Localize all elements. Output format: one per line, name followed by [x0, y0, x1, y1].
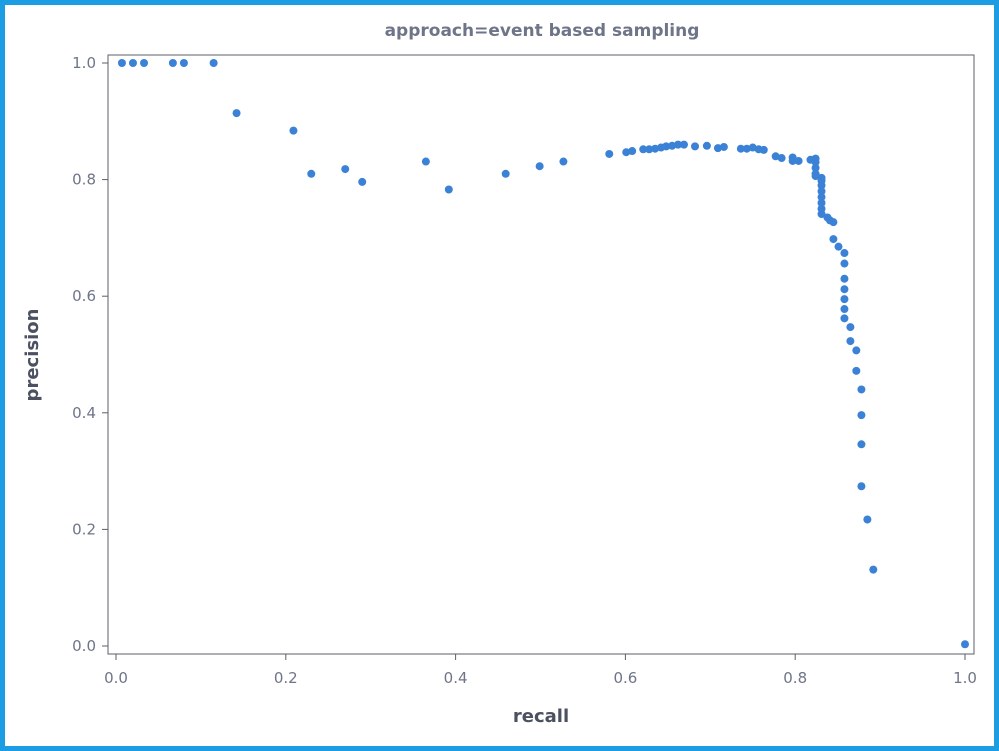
- data-point: [605, 149, 614, 158]
- chart-title: approach=event based sampling: [385, 21, 700, 41]
- data-point: [168, 59, 177, 67]
- data-point: [742, 144, 751, 153]
- data-point: [961, 640, 969, 649]
- data-point: [719, 142, 728, 151]
- data-point: [628, 147, 637, 156]
- data-point: [811, 158, 820, 167]
- y-axis-title: precision: [22, 309, 43, 402]
- data-point: [289, 126, 298, 135]
- x-axis-title: recall: [513, 706, 569, 727]
- data-point: [857, 411, 866, 420]
- data-point: [840, 314, 849, 323]
- data-points: [117, 59, 969, 649]
- data-point: [179, 59, 188, 67]
- y-tick-label: 0.8: [72, 171, 96, 189]
- data-point: [817, 181, 826, 190]
- data-point: [341, 165, 350, 174]
- y-tick-label: 1.0: [72, 54, 96, 72]
- data-point: [834, 242, 843, 251]
- x-tick-label: 1.0: [953, 669, 977, 687]
- data-point: [691, 142, 700, 151]
- data-point: [679, 140, 688, 149]
- plot-area-border: [107, 54, 975, 655]
- data-point: [421, 157, 430, 166]
- data-point: [829, 218, 838, 227]
- x-axis: 0.0 0.2 0.4 0.6 0.8 1.0: [104, 654, 977, 687]
- data-point: [777, 154, 786, 163]
- data-point: [857, 385, 866, 394]
- x-tick-label: 0.4: [444, 669, 468, 687]
- data-point: [857, 440, 866, 449]
- data-point: [794, 156, 803, 165]
- data-point: [117, 59, 126, 67]
- data-point: [140, 59, 149, 67]
- y-tick-label: 0.2: [72, 520, 96, 538]
- data-point: [559, 157, 568, 166]
- data-point: [713, 144, 722, 153]
- data-point: [736, 144, 745, 153]
- x-tick-label: 0.6: [613, 669, 637, 687]
- data-point: [817, 198, 826, 207]
- data-point: [863, 515, 872, 524]
- data-point: [846, 337, 855, 346]
- data-point: [232, 109, 241, 118]
- x-tick-label: 0.2: [274, 669, 298, 687]
- data-point: [668, 141, 677, 150]
- data-point: [535, 162, 544, 171]
- data-point: [840, 274, 849, 283]
- y-tick-label: 0.6: [72, 287, 96, 305]
- data-point: [622, 148, 631, 157]
- y-tick-label: 0.0: [72, 637, 96, 655]
- data-point: [869, 565, 878, 574]
- y-tick-label: 0.4: [72, 404, 96, 422]
- data-point: [662, 142, 671, 151]
- data-point: [857, 482, 866, 491]
- data-point: [759, 145, 768, 154]
- data-point: [840, 249, 849, 258]
- data-point: [501, 169, 510, 178]
- data-point: [651, 144, 660, 153]
- x-tick-label: 0.0: [104, 669, 128, 687]
- data-point: [209, 59, 218, 67]
- data-point: [840, 305, 849, 314]
- scatter-chart: approach=event based sampling 0.0 0.2 0.4 0…: [22, 21, 977, 727]
- data-point: [674, 140, 683, 149]
- data-point: [817, 187, 826, 196]
- data-point: [811, 163, 820, 172]
- data-point: [852, 366, 861, 375]
- data-point: [358, 177, 367, 186]
- data-point: [817, 193, 826, 202]
- y-axis: 0.0 0.2 0.4 0.6 0.8 1.0: [72, 54, 108, 655]
- data-point: [128, 59, 137, 67]
- data-point: [840, 259, 849, 268]
- data-point: [852, 346, 861, 355]
- data-point: [702, 141, 711, 150]
- data-point: [840, 285, 849, 294]
- x-tick-label: 0.8: [783, 669, 807, 687]
- data-point: [829, 235, 838, 244]
- data-point: [788, 156, 797, 165]
- data-point: [639, 145, 648, 154]
- data-point: [840, 295, 849, 304]
- data-point: [645, 145, 654, 154]
- data-point: [846, 323, 855, 332]
- data-point: [307, 169, 316, 178]
- data-point: [817, 209, 826, 218]
- data-point: [444, 185, 453, 194]
